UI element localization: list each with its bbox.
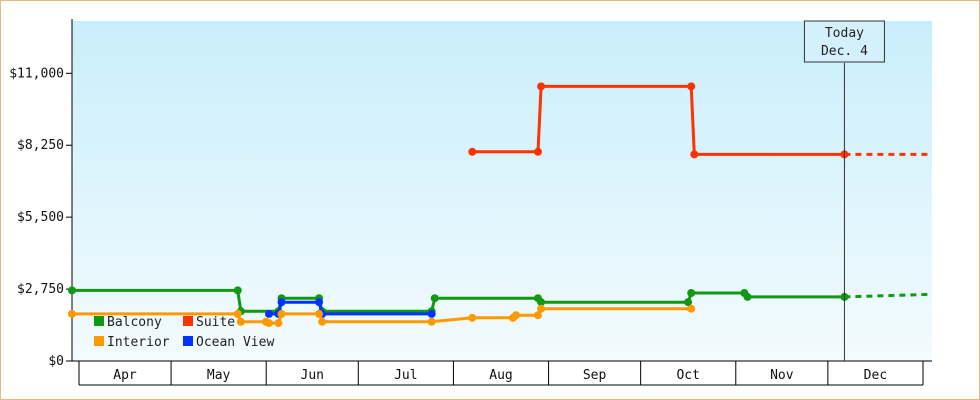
y-tick-label: $0: [48, 354, 64, 369]
data-point[interactable]: [687, 304, 696, 313]
y-tick-label: $11,000: [9, 66, 64, 81]
data-point[interactable]: [537, 82, 546, 91]
legend-label: Balcony: [107, 315, 162, 330]
x-tick-label: Oct: [676, 368, 699, 383]
legend-swatch: [94, 336, 104, 346]
data-point[interactable]: [315, 309, 324, 318]
plot-background: [72, 21, 932, 361]
x-tick-label: Jul: [394, 368, 417, 383]
legend-swatch: [94, 316, 104, 326]
x-tick-label: Dec: [864, 368, 887, 383]
data-point[interactable]: [468, 313, 477, 322]
today-marker: Today Dec. 4: [803, 20, 885, 361]
series-line: [72, 288, 845, 313]
series-interior: [68, 304, 696, 328]
legend-label: Ocean View: [196, 335, 274, 350]
legend-swatch: [183, 316, 193, 326]
data-point[interactable]: [427, 309, 436, 318]
today-date: Dec. 4: [821, 44, 868, 59]
data-point[interactable]: [537, 298, 546, 307]
data-point[interactable]: [265, 319, 274, 328]
legend-item-ocean-view[interactable]: Ocean View: [183, 335, 274, 350]
data-point[interactable]: [277, 309, 286, 318]
data-point[interactable]: [68, 309, 76, 318]
data-point[interactable]: [687, 82, 696, 91]
y-axis: $0 $2,750 $5,500 $8,250 $11,000: [9, 19, 73, 369]
data-point[interactable]: [430, 294, 439, 303]
data-point[interactable]: [684, 298, 693, 307]
today-box: [803, 20, 885, 63]
legend-swatch: [183, 336, 193, 346]
x-tick-label: Sep: [583, 368, 607, 383]
data-point[interactable]: [277, 298, 286, 307]
data-point[interactable]: [743, 292, 752, 301]
data-point[interactable]: [233, 286, 242, 295]
data-point[interactable]: [533, 311, 542, 320]
data-point[interactable]: [318, 317, 327, 326]
data-point[interactable]: [690, 150, 699, 159]
data-point[interactable]: [687, 289, 696, 297]
legend-label: Suite: [196, 315, 235, 330]
data-point[interactable]: [468, 147, 477, 156]
x-tick-label: May: [207, 368, 231, 383]
data-point[interactable]: [533, 147, 542, 156]
series-line: [72, 307, 692, 325]
data-point[interactable]: [274, 319, 283, 328]
series-suite: [468, 82, 932, 159]
y-tick-label: $8,250: [17, 138, 64, 153]
x-axis: Apr May Jun Jul Aug Sep Oct Nov Dec: [72, 360, 932, 386]
series-line: [472, 84, 845, 156]
data-point[interactable]: [265, 309, 274, 318]
x-tick-label: Aug: [489, 368, 512, 383]
legend-item-interior[interactable]: Interior: [94, 335, 170, 350]
data-point[interactable]: [233, 309, 242, 318]
data-point[interactable]: [236, 317, 245, 326]
y-tick-label: $5,500: [17, 210, 64, 225]
legend: Balcony Suite Interior Ocean View: [94, 315, 274, 350]
today-label: Today: [825, 26, 864, 41]
data-point[interactable]: [427, 317, 436, 326]
x-tick-label: Nov: [770, 368, 794, 383]
legend-item-suite[interactable]: Suite: [183, 315, 235, 330]
data-point[interactable]: [537, 304, 546, 313]
series-projection: [844, 292, 933, 299]
legend-item-balcony[interactable]: Balcony: [94, 315, 162, 330]
data-point[interactable]: [512, 311, 521, 320]
x-tick-label: Jun: [301, 368, 324, 383]
legend-label: Interior: [107, 335, 170, 350]
data-point[interactable]: [315, 298, 324, 307]
data-point[interactable]: [68, 286, 76, 295]
series-layer: [68, 82, 933, 328]
y-tick-label: $2,750: [17, 282, 64, 297]
x-tick-label: Apr: [113, 368, 137, 383]
